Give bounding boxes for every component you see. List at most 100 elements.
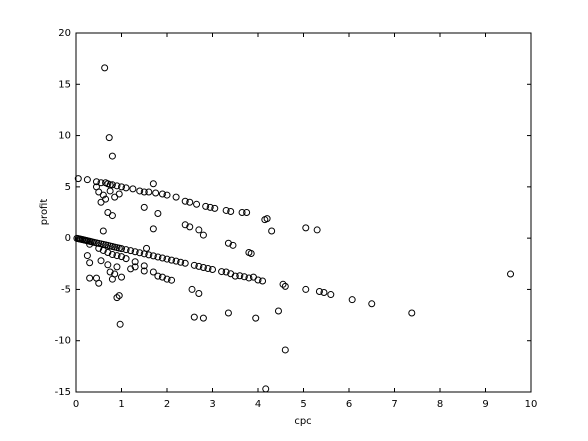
point: [218, 268, 226, 276]
point: [108, 251, 116, 259]
point: [172, 257, 180, 265]
point: [149, 252, 157, 260]
point: [102, 195, 110, 203]
point: [236, 272, 244, 280]
point: [199, 314, 207, 322]
point: [131, 248, 139, 256]
point: [116, 320, 124, 328]
point: [281, 346, 289, 354]
point: [202, 202, 210, 210]
y-tick-label: 5: [65, 182, 71, 193]
point: [408, 309, 416, 317]
point: [158, 190, 166, 198]
x-tick-label: 3: [209, 399, 215, 410]
point: [186, 198, 194, 206]
point: [101, 64, 109, 72]
point: [97, 257, 105, 265]
point: [145, 188, 153, 196]
point: [104, 249, 112, 257]
point: [204, 265, 212, 273]
point: [238, 209, 246, 216]
point: [149, 225, 157, 233]
point: [320, 289, 328, 297]
point: [92, 178, 100, 186]
y-tick-label: 20: [58, 28, 71, 39]
point: [195, 262, 203, 270]
point: [106, 268, 114, 276]
point: [195, 290, 203, 298]
point: [111, 193, 119, 201]
point: [188, 285, 196, 293]
point: [140, 203, 148, 211]
point: [140, 267, 148, 275]
x-tick-label: 1: [118, 399, 124, 410]
point: [227, 207, 235, 215]
point: [222, 206, 230, 214]
point: [113, 263, 121, 271]
point: [315, 287, 323, 295]
point: [105, 134, 113, 142]
point: [190, 261, 198, 269]
point: [145, 251, 153, 259]
point: [268, 227, 276, 235]
point: [115, 292, 123, 300]
y-tick-label: -15: [55, 387, 71, 398]
point: [249, 273, 257, 281]
point: [86, 240, 94, 248]
point: [143, 244, 151, 252]
point: [129, 185, 137, 193]
point: [247, 250, 255, 258]
point: [177, 258, 185, 266]
point: [97, 179, 105, 187]
point: [209, 266, 216, 274]
point: [118, 273, 125, 281]
point: [154, 253, 162, 261]
point: [154, 272, 162, 280]
point: [206, 203, 214, 211]
point: [259, 277, 267, 285]
point: [231, 272, 239, 280]
point: [195, 226, 203, 234]
point: [199, 263, 207, 271]
point: [95, 244, 103, 252]
x-tick-label: 9: [482, 399, 488, 410]
y-tick-label: 0: [65, 233, 71, 244]
point: [193, 200, 201, 208]
point: [136, 187, 144, 195]
x-tick-label: 7: [391, 399, 397, 410]
point: [222, 268, 230, 276]
point: [302, 224, 310, 232]
point: [99, 246, 107, 254]
point: [127, 247, 135, 255]
point: [99, 227, 107, 235]
point: [262, 385, 270, 393]
point: [199, 231, 207, 239]
point: [113, 294, 121, 302]
point: [99, 191, 107, 199]
point: [118, 253, 125, 261]
point: [86, 274, 94, 282]
y-tick-label: 10: [58, 131, 71, 142]
x-tick-label: 0: [73, 399, 79, 410]
point: [122, 184, 130, 192]
point: [274, 307, 282, 315]
point: [111, 270, 119, 278]
point: [281, 282, 289, 290]
point: [163, 191, 171, 199]
point: [131, 258, 139, 266]
point: [154, 210, 162, 218]
point: [149, 180, 157, 188]
point: [163, 255, 171, 263]
x-tick-label: 10: [525, 399, 538, 410]
point: [108, 212, 116, 220]
x-tick-label: 6: [346, 399, 352, 410]
point: [245, 274, 253, 282]
point: [224, 239, 232, 247]
point: [181, 197, 189, 205]
point: [507, 270, 515, 278]
point: [113, 182, 121, 190]
point: [140, 262, 148, 270]
plot-frame: [75, 32, 532, 393]
point: [122, 255, 130, 263]
